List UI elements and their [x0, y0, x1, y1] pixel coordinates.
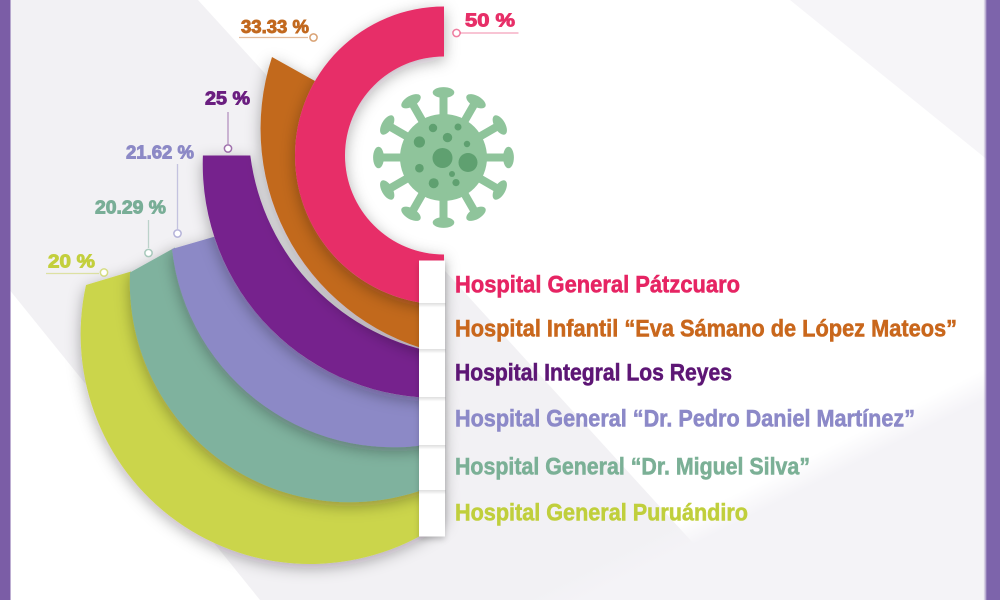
svg-text:Hospital General “Dr. Miguel S: Hospital General “Dr. Miguel Silva”: [455, 454, 810, 481]
svg-text:Hospital Integral Los Reyes: Hospital Integral Los Reyes: [455, 360, 732, 387]
svg-text:21.62 %: 21.62 %: [126, 143, 194, 163]
svg-text:20 %: 20 %: [48, 252, 95, 272]
svg-text:50 %: 50 %: [465, 11, 515, 31]
svg-text:Hospital General Pátzcuaro: Hospital General Pátzcuaro: [455, 272, 740, 299]
svg-text:Hospital Infantil “Eva Sámano: Hospital Infantil “Eva Sámano de López M…: [455, 316, 957, 343]
svg-text:Hospital General Puruándiro: Hospital General Puruándiro: [455, 500, 748, 527]
svg-text:Hospital General “Dr. Pedro Da: Hospital General “Dr. Pedro Daniel Martí…: [455, 406, 915, 433]
svg-text:33.33 %: 33.33 %: [241, 17, 309, 37]
svg-text:20.29 %: 20.29 %: [95, 198, 166, 218]
svg-text:25 %: 25 %: [205, 89, 250, 109]
